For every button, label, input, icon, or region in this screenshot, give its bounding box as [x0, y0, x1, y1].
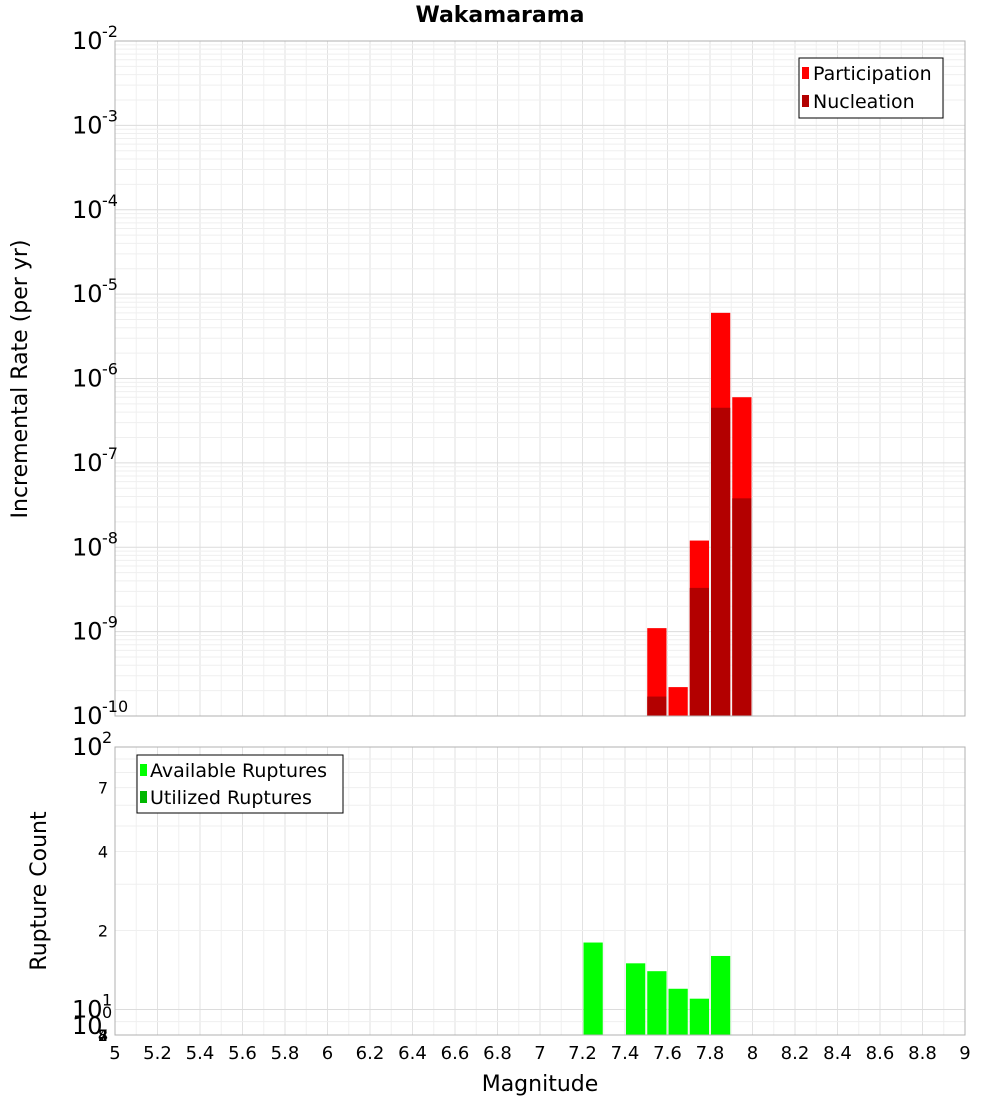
y-minor-tick-label: 4 — [98, 842, 108, 861]
bottom-legend-box — [136, 754, 344, 814]
x-tick-label: 8.4 — [823, 1043, 852, 1064]
x-tick-label: 5.4 — [186, 1043, 215, 1064]
y-minor-tick-label: 2 — [98, 1026, 108, 1045]
top-legend: Participation Nucleation — [798, 57, 944, 119]
y-tick-label-exponent: -10 — [102, 697, 128, 716]
bar-available — [711, 955, 731, 1035]
y-tick-label: 10 — [72, 27, 103, 55]
y-minor-tick-label: 8 — [98, 1026, 108, 1045]
x-tick-label: 5 — [109, 1043, 120, 1064]
chart-title: Wakamarama — [415, 3, 584, 28]
x-tick-label: 6.4 — [398, 1043, 427, 1064]
x-tick-label: 8.6 — [866, 1043, 895, 1064]
x-tick-label: 8.8 — [908, 1043, 937, 1064]
x-tick-label: 8.2 — [781, 1043, 810, 1064]
x-tick-label: 5.2 — [143, 1043, 172, 1064]
y-tick-label: 10 — [72, 733, 103, 761]
y-tick-label-exponent: -2 — [102, 22, 118, 41]
x-tick-labels: 5 5.2 5.4 5.6 5.8 6 6.2 6.4 6.6 6.8 7 7.2 7.4 7.6 7.8 8… — [109, 1043, 970, 1064]
y-tick-label-exponent: -4 — [102, 191, 118, 210]
bar-available — [626, 963, 646, 1035]
legend-swatch-participation — [802, 67, 809, 79]
x-tick-label: 6 — [322, 1043, 333, 1064]
y-tick-label: 10 — [72, 533, 103, 561]
y-tick-label-exponent: -6 — [102, 360, 118, 379]
x-tick-label: 7 — [534, 1043, 545, 1064]
x-axis-label: Magnitude — [482, 1072, 599, 1097]
top-chart-grid — [114, 41, 966, 717]
y-tick-label-exponent: -8 — [102, 528, 118, 547]
x-tick-label: 5.6 — [228, 1043, 257, 1064]
legend-label-available: Available Ruptures — [150, 760, 327, 782]
top-legend-box — [798, 57, 944, 119]
bar-participation — [647, 628, 667, 716]
bar-available — [689, 998, 709, 1035]
x-tick-label: 7.8 — [696, 1043, 725, 1064]
bar-available — [668, 988, 688, 1035]
x-tick-label: 8 — [747, 1043, 758, 1064]
legend-label-nucleation: Nucleation — [813, 91, 915, 113]
y-minor-tick-label: 2 — [98, 922, 108, 941]
y-tick-label: 10 — [72, 365, 103, 393]
top-plot-frame — [114, 40, 966, 717]
y-tick-label-exponent: -7 — [102, 444, 118, 463]
y-tick-label-exponent: -5 — [102, 275, 118, 294]
y-tick-label: 10 — [72, 196, 103, 224]
x-tick-label: 6.2 — [356, 1043, 385, 1064]
bottom-y-axis-label: Rupture Count — [27, 811, 52, 971]
bottom-chart-bars — [583, 942, 731, 1035]
bar-participation — [668, 687, 688, 716]
bar-nucleation — [647, 696, 667, 716]
x-tick-label: 7.4 — [611, 1043, 640, 1064]
bottom-legend: Available Ruptures Utilized Ruptures — [136, 754, 344, 814]
legend-swatch-available — [140, 764, 147, 776]
bar-nucleation — [732, 498, 752, 716]
y-minor-tick-label: 4 — [98, 1026, 108, 1045]
x-tick-label: 7.2 — [568, 1043, 597, 1064]
x-tick-label: 9 — [959, 1043, 970, 1064]
bar-available — [583, 942, 603, 1035]
y-tick-label: 10 — [72, 280, 103, 308]
top-chart-bars — [647, 312, 752, 716]
y-tick-label: 10 — [72, 996, 103, 1024]
y-minor-tick-label: 7 — [98, 779, 108, 798]
y-tick-label: 10 — [72, 449, 103, 477]
y-tick-label: 10 — [72, 1012, 103, 1040]
legend-label-utilized: Utilized Ruptures — [150, 787, 312, 809]
y-tick-label-exponent: 1 — [102, 991, 112, 1010]
y-tick-label: 10 — [72, 702, 103, 730]
x-tick-label: 6.6 — [441, 1043, 470, 1064]
y-minor-tick-label: 7 — [98, 1026, 108, 1045]
bar-available — [647, 971, 667, 1035]
y-tick-label-exponent: 2 — [102, 728, 112, 747]
x-tick-label: 5.8 — [271, 1043, 300, 1064]
x-tick-label: 7.6 — [653, 1043, 682, 1064]
bar-nucleation — [711, 407, 731, 716]
bar-nucleation — [689, 587, 709, 716]
legend-swatch-nucleation — [802, 95, 809, 107]
legend-label-participation: Participation — [813, 63, 932, 85]
y-tick-label-exponent: -9 — [102, 613, 118, 632]
y-tick-label: 10 — [72, 111, 103, 139]
legend-swatch-utilized — [140, 791, 147, 803]
y-tick-label-exponent: 0 — [102, 1003, 112, 1022]
y-tick-label-exponent: -3 — [102, 106, 118, 125]
x-tick-label: 6.8 — [483, 1043, 512, 1064]
bottom-plot-frame — [114, 746, 966, 1036]
y-tick-label: 10 — [72, 618, 103, 646]
top-y-axis-label: Incremental Rate (per yr) — [8, 240, 33, 519]
